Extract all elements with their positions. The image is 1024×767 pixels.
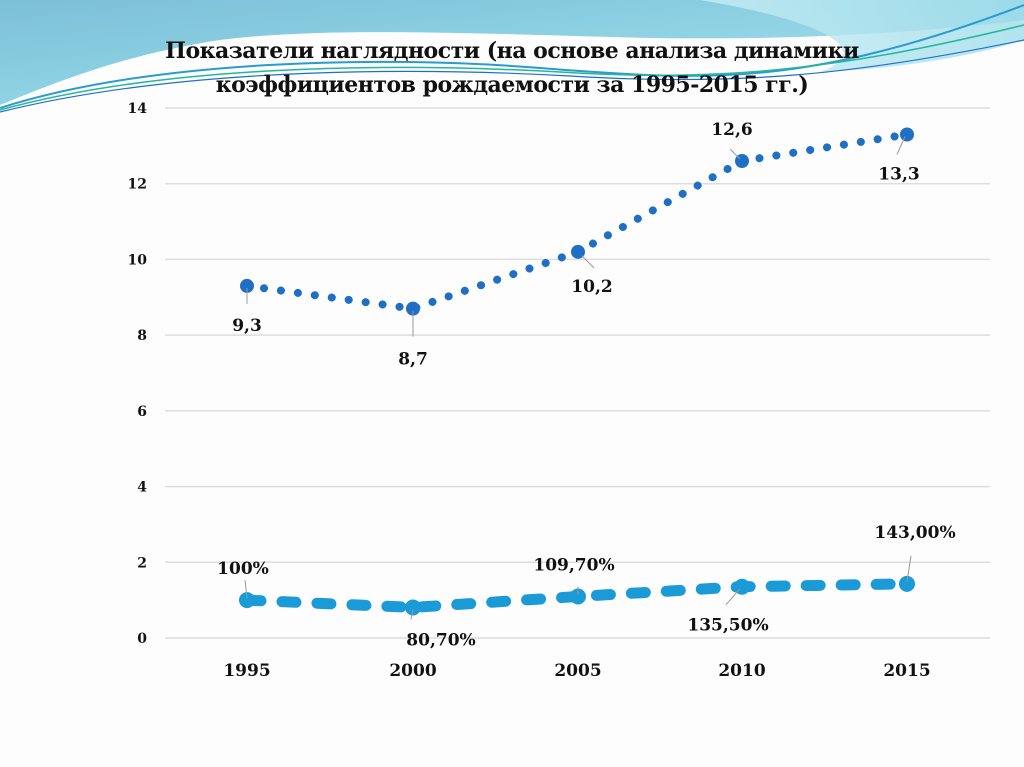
data-label-leader-line: [906, 555, 912, 582]
data-label-leader-line: [581, 255, 595, 269]
data-label-birth-rate-2000: 8,7: [398, 350, 428, 370]
chart-title-line-1: Показатели наглядности (на основе анализ…: [165, 38, 859, 64]
data-point-birth-rate-2005[interactable]: [571, 244, 585, 259]
data-label-birth-rate-1995: 9,3: [232, 316, 262, 336]
data-label-visibility-2010: 135,50%: [687, 616, 768, 636]
data-label-leader-line: [896, 136, 906, 155]
data-label-leader-line: [725, 588, 741, 606]
x-tick-label: 2010: [718, 661, 765, 681]
y-tick-label: 6: [137, 404, 147, 420]
data-point-visibility-2015[interactable]: [899, 575, 915, 592]
y-tick-label: 14: [128, 101, 148, 117]
data-point-visibility-2005[interactable]: [570, 588, 586, 605]
y-tick-label: 4: [137, 480, 147, 496]
y-tick-label: 0: [137, 631, 147, 647]
y-tick-label: 12: [128, 177, 147, 193]
data-label-leader-line: [729, 148, 741, 160]
data-point-birth-rate-2000[interactable]: [406, 301, 420, 316]
y-tick-label: 2: [137, 555, 147, 571]
data-label-leader-line: [244, 580, 248, 599]
x-tick-label: 2005: [554, 661, 601, 681]
y-tick-label: 10: [128, 252, 148, 268]
data-label-visibility-2005: 109,70%: [533, 555, 614, 575]
chart-title-line-2: коэффициентов рождаемости за 1995-2015 г…: [215, 72, 809, 98]
data-label-leader-line: [410, 609, 414, 620]
data-label-visibility-1995: 100%: [217, 559, 269, 579]
data-label-visibility-2015: 143,00%: [874, 523, 955, 543]
x-tick-label: 2000: [389, 661, 436, 681]
data-point-visibility-1995[interactable]: [239, 592, 255, 609]
data-point-visibility-2000[interactable]: [405, 599, 421, 616]
data-point-birth-rate-1995[interactable]: [240, 278, 254, 293]
y-tick-label: 8: [137, 328, 147, 344]
x-tick-label: 1995: [223, 661, 270, 681]
data-label-birth-rate-2005: 10,2: [571, 277, 612, 297]
x-tick-label: 2015: [883, 661, 930, 681]
data-label-birth-rate-2010: 12,6: [711, 120, 752, 140]
data-point-birth-rate-2015[interactable]: [900, 127, 914, 142]
data-label-birth-rate-2015: 13,3: [878, 165, 919, 185]
data-label-visibility-2000: 80,70%: [406, 630, 475, 650]
chart-title: Показатели наглядности (на основе анализ…: [0, 34, 1024, 102]
